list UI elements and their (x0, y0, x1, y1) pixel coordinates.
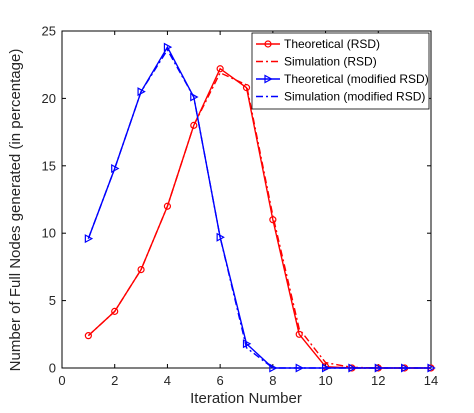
data-point-circle (84, 332, 92, 340)
data-point-circle (295, 330, 303, 338)
legend-entry: Theoretical (RSD) (256, 37, 380, 51)
data-point-circle (137, 265, 145, 274)
x-tick-label: 2 (111, 373, 118, 388)
x-tick-label: 12 (371, 373, 385, 388)
y-tick-label: 5 (49, 293, 56, 308)
series-1 (84, 65, 435, 372)
legend-entry: Theoretical (modified RSD) (256, 72, 429, 86)
series-line (87, 71, 431, 369)
x-tick-label: 4 (164, 373, 171, 388)
legend-label: Theoretical (modified RSD) (284, 72, 429, 86)
data-point-triangle (321, 363, 331, 373)
data-point-circle (190, 121, 198, 129)
series-line (87, 48, 431, 369)
x-tick-label: 14 (424, 373, 438, 388)
y-tick-label: 20 (42, 91, 56, 106)
x-tick-label: 6 (217, 373, 224, 388)
legend-box (251, 32, 430, 110)
data-point-triangle (242, 339, 252, 349)
data-point-triangle (264, 74, 273, 84)
y-tick-label: 10 (42, 226, 56, 241)
series-2 (87, 71, 431, 369)
x-tick-label: 0 (58, 373, 65, 388)
y-tick-label: 0 (49, 361, 56, 376)
data-point-triangle (137, 87, 146, 97)
x-tick-label: 10 (318, 373, 332, 388)
data-point-circle (111, 307, 119, 315)
series-4 (87, 48, 431, 369)
x-axis-label: Iteration Number (190, 390, 302, 407)
legend-label: Simulation (RSD) (284, 55, 377, 69)
data-point-circle (163, 202, 172, 210)
data-point-triangle (427, 363, 436, 373)
legend-label: Simulation (modified RSD) (284, 90, 425, 104)
y-axis-label: Number of Full Nodes generated (in perce… (7, 49, 24, 372)
legend-label: Theoretical (RSD) (284, 37, 380, 51)
plot-area-frame (61, 30, 432, 369)
legend: Theoretical (RSD) Simulation (RSD) Theoret… (251, 32, 430, 110)
series-line (87, 67, 431, 369)
series-layer (84, 42, 436, 373)
data-point-circle (216, 65, 224, 73)
data-point-triangle (269, 363, 278, 373)
y-tick-label: 15 (42, 158, 56, 173)
legend-entry: Simulation (RSD) (256, 55, 377, 69)
y-tick-label: 25 (42, 24, 56, 39)
x-tick-label: 8 (269, 373, 276, 388)
legend-entry: Simulation (modified RSD) (256, 90, 425, 104)
data-point-circle (264, 40, 272, 48)
